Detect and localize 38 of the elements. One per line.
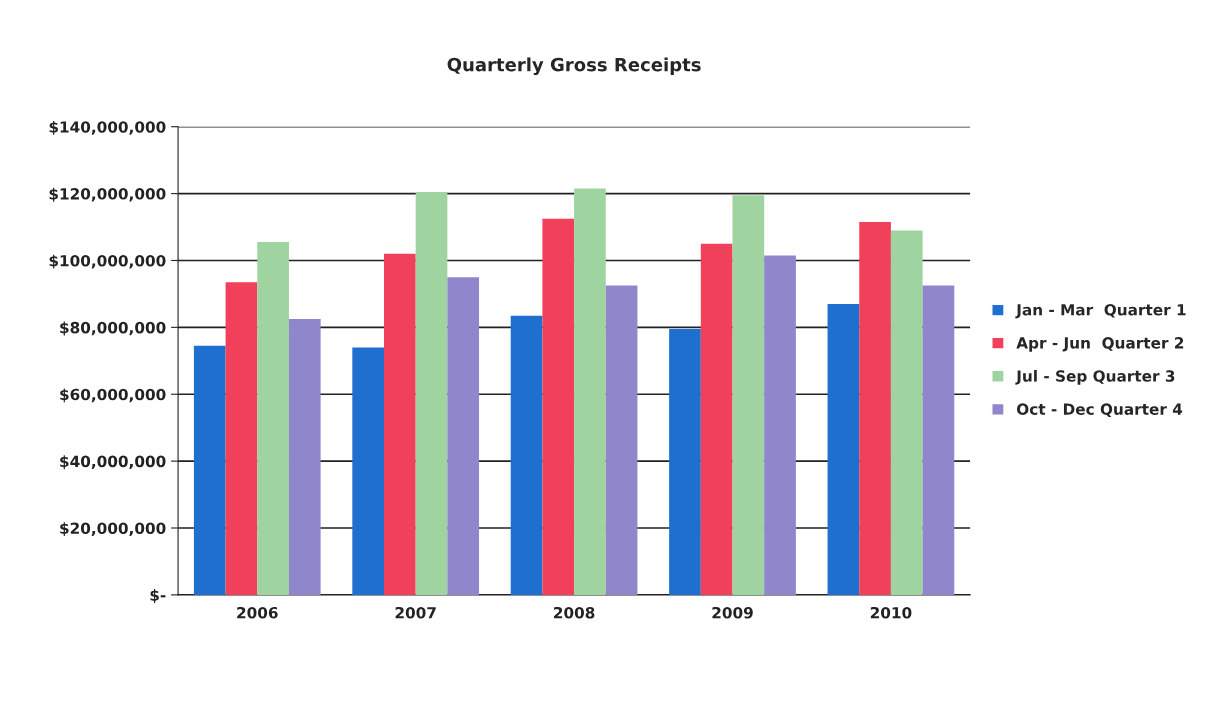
y-tick-label: $20,000,000 [60, 522, 166, 537]
y-tick-label: $- [150, 589, 166, 603]
y-tick-label: $40,000,000 [60, 455, 166, 470]
bar [510, 315, 543, 595]
legend-label: Oct - Dec Quarter 4 [1017, 403, 1183, 417]
y-tick-label: $140,000,000 [49, 120, 166, 135]
bar [890, 230, 923, 595]
bar [669, 329, 701, 595]
y-tick-label: $80,000,000 [60, 321, 166, 336]
legend-label: Jan - Mar Quarter 1 [1015, 304, 1186, 319]
bar [193, 345, 226, 595]
bar [225, 282, 258, 595]
y-tick-label: $120,000,000 [49, 187, 166, 202]
chart-title: Quarterly Gross Receipts [447, 57, 701, 76]
y-tick-label: $60,000,000 [60, 388, 166, 403]
bar [384, 253, 416, 595]
x-tick-label: 2010 [870, 606, 912, 619]
x-tick-label: 2008 [554, 606, 595, 619]
x-tick-label: 2009 [712, 606, 753, 619]
bar [257, 242, 289, 595]
bar [288, 319, 321, 595]
bar [859, 222, 891, 595]
bar [700, 243, 733, 595]
bar [922, 285, 955, 595]
x-tick-label: 2007 [395, 606, 436, 619]
x-tick-label: 2006 [237, 606, 278, 619]
bar [827, 303, 860, 595]
bar [605, 285, 638, 595]
y-tick-label: $100,000,000 [49, 254, 166, 269]
legend-label: Apr - Jun Quarter 2 [1016, 337, 1184, 352]
bar [447, 277, 480, 595]
bar [732, 195, 765, 595]
bar [764, 255, 796, 595]
legend-label: Jul - Sep Quarter 3 [1015, 369, 1175, 385]
bar [352, 347, 384, 595]
bar [415, 191, 448, 595]
bar [542, 218, 575, 595]
bar [574, 188, 606, 595]
